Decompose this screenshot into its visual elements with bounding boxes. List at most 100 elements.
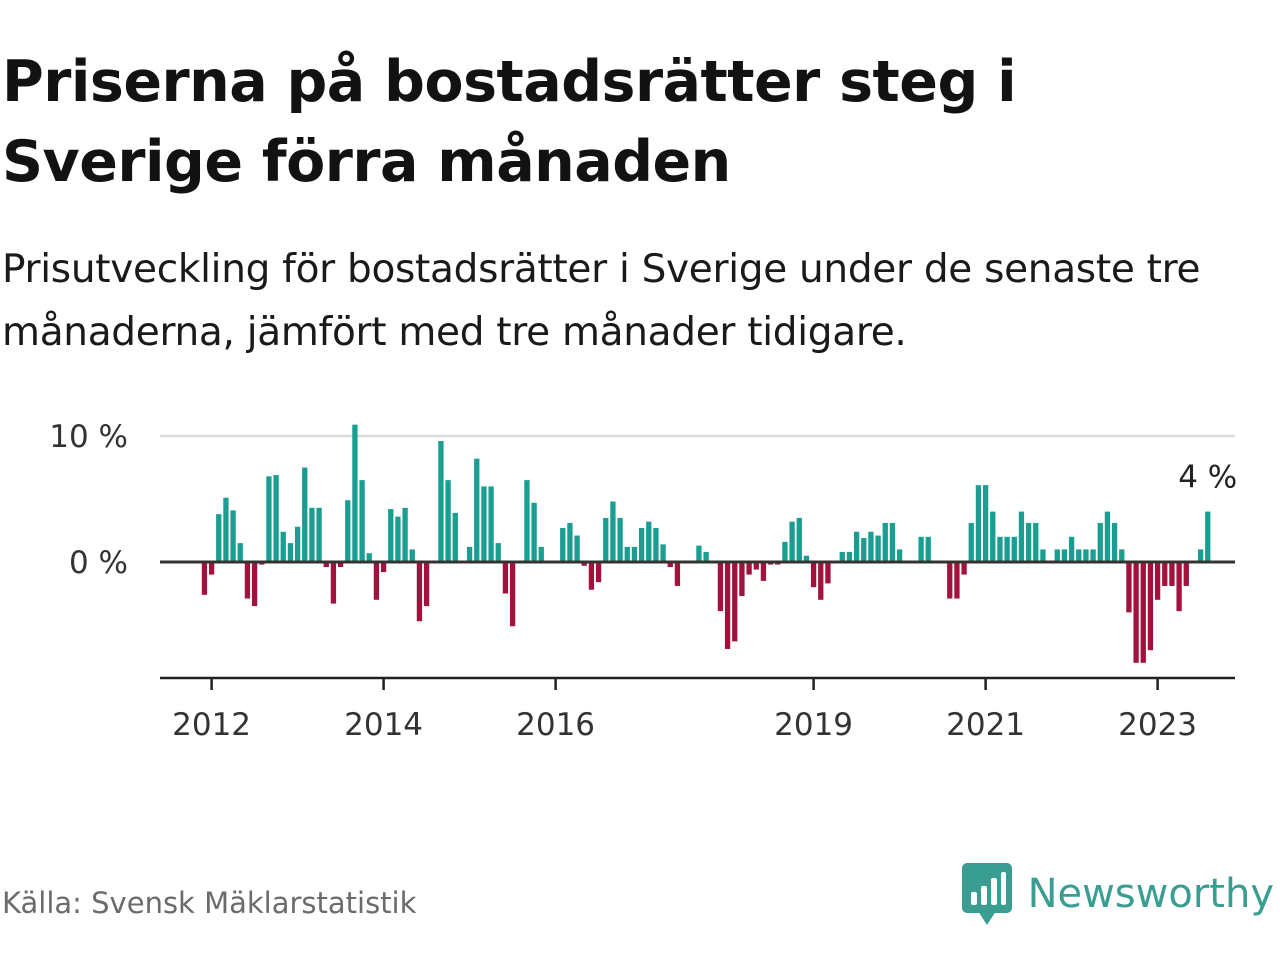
bar — [502, 562, 509, 594]
bar — [732, 562, 738, 642]
bar — [861, 538, 867, 562]
bar — [388, 509, 394, 562]
bar — [982, 485, 989, 562]
bar — [1054, 549, 1060, 562]
bar — [223, 497, 229, 562]
bar — [201, 562, 208, 595]
bar — [853, 531, 860, 562]
x-tick-label: 2016 — [516, 707, 595, 743]
bar — [1176, 562, 1182, 612]
bar — [1197, 549, 1204, 562]
bar — [595, 562, 602, 583]
bar — [638, 527, 645, 562]
bar — [337, 562, 344, 568]
bar — [961, 562, 967, 575]
bar — [531, 502, 537, 562]
bar — [1205, 511, 1211, 562]
bar — [1068, 536, 1075, 562]
bar — [366, 553, 372, 562]
bar-chart-speech-bubble-icon — [961, 863, 1012, 925]
bar — [1076, 549, 1082, 562]
x-tick-label: 2014 — [344, 707, 423, 743]
bar — [739, 562, 745, 597]
bar — [1169, 562, 1175, 586]
bar — [581, 562, 587, 566]
bar — [1004, 536, 1010, 562]
bar — [466, 546, 473, 562]
x-tick-label: 2019 — [774, 707, 853, 743]
bar — [631, 546, 638, 562]
bar — [1183, 562, 1189, 586]
bar — [667, 562, 673, 568]
bar — [825, 562, 831, 584]
bar — [445, 480, 451, 562]
bar — [760, 562, 767, 581]
bar — [617, 517, 623, 562]
bar — [653, 527, 659, 562]
bar — [309, 507, 315, 562]
bar — [251, 562, 258, 607]
bar — [796, 517, 802, 562]
bar — [660, 544, 666, 562]
bar — [789, 521, 795, 562]
bar — [918, 536, 924, 562]
bar — [1033, 522, 1039, 562]
bar — [509, 562, 516, 627]
y-tick-label: 0 % — [69, 545, 128, 581]
bar — [882, 522, 888, 562]
bar — [273, 475, 279, 562]
bar — [1104, 511, 1111, 562]
bar — [488, 486, 494, 562]
bar — [495, 543, 501, 562]
bar — [538, 546, 544, 562]
bar — [896, 549, 903, 562]
bar — [839, 551, 845, 562]
bar — [474, 458, 480, 562]
bar — [294, 526, 301, 562]
bar — [1140, 562, 1146, 663]
bar — [359, 480, 365, 562]
bar — [753, 562, 759, 570]
page-subtitle: Prisutveckling för bostadsrätter i Sveri… — [2, 247, 1201, 355]
bar — [380, 562, 387, 573]
bar — [323, 562, 329, 568]
bar — [724, 562, 731, 649]
bar — [1119, 549, 1125, 562]
bar — [524, 480, 530, 562]
bar — [646, 521, 652, 562]
y-tick-label: 10 % — [49, 419, 128, 455]
bar — [416, 562, 423, 622]
bar — [997, 536, 1003, 562]
x-tick-label: 2023 — [1118, 707, 1197, 743]
bar — [1126, 562, 1132, 613]
bar — [1025, 522, 1032, 562]
bar — [803, 555, 810, 562]
bar — [603, 517, 609, 562]
bar — [216, 514, 222, 562]
brand-name: Newsworthy — [1027, 871, 1274, 917]
bar — [373, 562, 380, 600]
bar — [875, 535, 881, 562]
bar — [402, 507, 408, 562]
bar — [947, 562, 953, 599]
bar — [696, 545, 702, 562]
bar — [925, 536, 931, 562]
bar — [560, 527, 566, 562]
bar — [316, 507, 322, 562]
bar-chart: 10 % 0 % 2012 2014 2016 2019 2021 2023 4 % — [49, 419, 1237, 743]
bar — [1090, 549, 1096, 562]
bar — [280, 531, 286, 562]
bar — [1061, 549, 1068, 562]
bar — [345, 500, 351, 562]
bar — [208, 562, 215, 575]
bar — [330, 562, 337, 604]
bar — [237, 543, 243, 562]
bar — [846, 551, 853, 562]
bar — [395, 516, 401, 562]
bar — [1040, 549, 1046, 562]
bar — [954, 562, 960, 599]
bar — [588, 562, 595, 590]
bar — [975, 485, 982, 562]
bars-layer — [201, 424, 1211, 663]
bar — [1018, 511, 1025, 562]
